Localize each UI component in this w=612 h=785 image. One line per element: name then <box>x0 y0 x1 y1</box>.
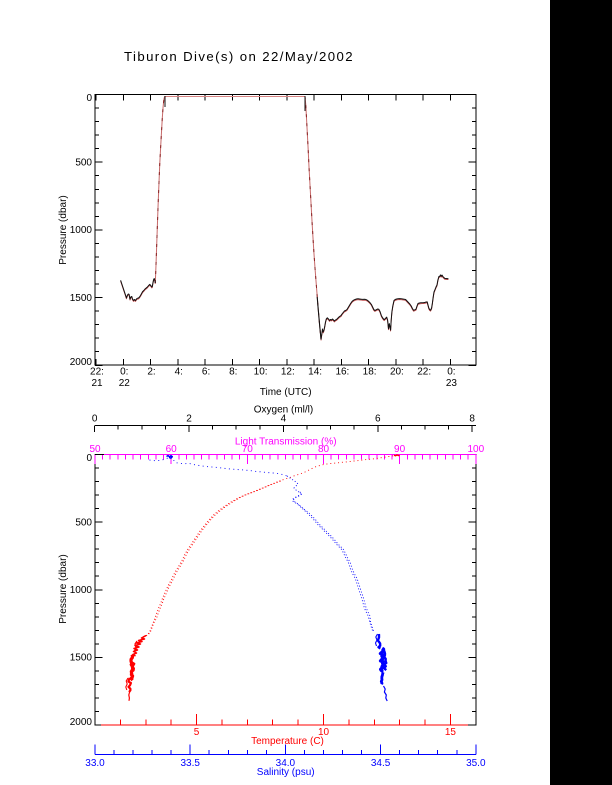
svg-text:4:: 4: <box>175 367 183 378</box>
svg-text:0:: 0: <box>447 367 455 378</box>
svg-text:Light Transmission (%): Light Transmission (%) <box>235 437 337 448</box>
svg-text:90: 90 <box>394 444 406 455</box>
svg-text:100: 100 <box>467 444 484 455</box>
svg-text:0: 0 <box>92 413 98 424</box>
svg-text:Pressure (dbar): Pressure (dbar) <box>58 554 69 623</box>
svg-text:10: 10 <box>318 727 330 738</box>
svg-text:34.5: 34.5 <box>371 758 391 769</box>
svg-text:Temperature (C): Temperature (C) <box>251 736 324 747</box>
svg-text:2000: 2000 <box>70 357 93 368</box>
svg-text:2:: 2: <box>147 367 155 378</box>
svg-text:1500: 1500 <box>70 293 93 304</box>
svg-text:22: 22 <box>119 378 131 389</box>
svg-text:8: 8 <box>469 413 475 424</box>
svg-text:22:: 22: <box>90 367 104 378</box>
svg-text:50: 50 <box>89 444 101 455</box>
svg-text:0: 0 <box>86 93 92 104</box>
svg-text:70: 70 <box>242 444 254 455</box>
svg-text:80: 80 <box>318 444 330 455</box>
svg-text:Time (UTC): Time (UTC) <box>260 387 312 398</box>
svg-text:1500: 1500 <box>70 653 93 664</box>
svg-text:2000: 2000 <box>70 717 93 728</box>
svg-text:6: 6 <box>375 413 381 424</box>
svg-text:1000: 1000 <box>70 585 93 596</box>
svg-text:6:: 6: <box>202 367 210 378</box>
svg-text:60: 60 <box>166 444 178 455</box>
svg-text:22:: 22: <box>417 367 431 378</box>
svg-text:18:: 18: <box>363 367 377 378</box>
svg-text:23: 23 <box>446 378 458 389</box>
svg-text:33.0: 33.0 <box>85 758 105 769</box>
svg-text:20:: 20: <box>390 367 404 378</box>
svg-text:Tiburon Dive(s) on 22/May/2002: Tiburon Dive(s) on 22/May/2002 <box>124 49 354 64</box>
svg-text:34.0: 34.0 <box>276 758 296 769</box>
svg-text:21: 21 <box>91 378 103 389</box>
svg-text:15: 15 <box>445 727 457 738</box>
svg-text:8:: 8: <box>229 367 237 378</box>
svg-text:0: 0 <box>86 453 92 464</box>
svg-text:35.0: 35.0 <box>466 758 486 769</box>
svg-text:1000: 1000 <box>70 225 93 236</box>
svg-text:33.5: 33.5 <box>180 758 200 769</box>
svg-text:2: 2 <box>186 413 192 424</box>
svg-text:Salinity (psu): Salinity (psu) <box>257 767 315 778</box>
svg-text:14:: 14: <box>308 367 322 378</box>
svg-text:500: 500 <box>75 157 92 168</box>
svg-text:10:: 10: <box>254 367 268 378</box>
svg-text:Pressure (dbar): Pressure (dbar) <box>58 195 69 264</box>
svg-text:12:: 12: <box>281 367 295 378</box>
svg-text:500: 500 <box>75 517 92 528</box>
svg-text:5: 5 <box>194 727 200 738</box>
svg-text:0:: 0: <box>120 367 128 378</box>
svg-text:4: 4 <box>281 413 287 424</box>
svg-text:Oxygen (ml/l): Oxygen (ml/l) <box>254 405 313 416</box>
svg-text:16:: 16: <box>335 367 349 378</box>
